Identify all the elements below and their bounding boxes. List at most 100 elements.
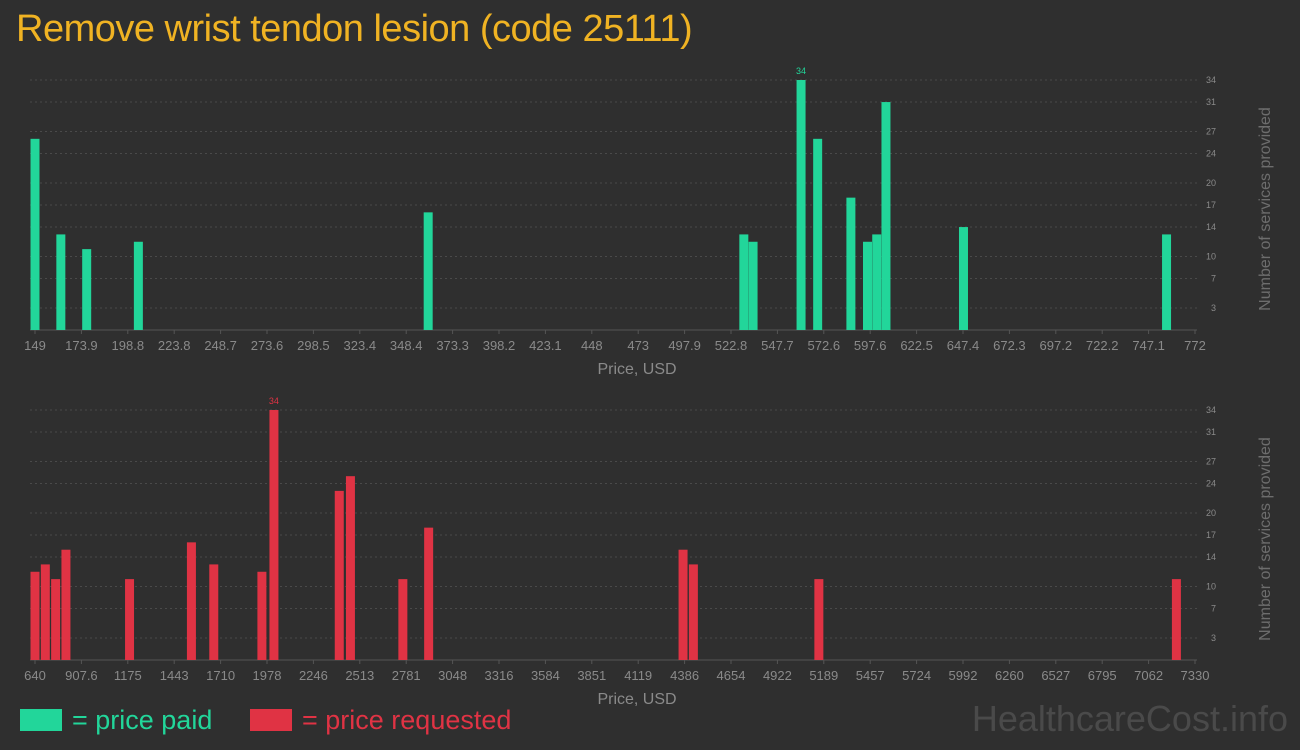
requested-bar [186,542,196,660]
requested-x-tick-label: 5992 [949,668,978,683]
paid-y-tick-label: 3 [1211,303,1216,313]
paid-y-tick-label: 17 [1206,200,1216,210]
requested-y-tick-label: 7 [1211,604,1216,614]
requested-bar [51,579,61,660]
requested-x-tick-label: 3584 [531,668,560,683]
requested-x-tick-label: 5457 [856,668,885,683]
legend-requested: = price requested [250,703,511,737]
requested-x-tick-label: 4386 [670,668,699,683]
paid-x-tick-label: 398.2 [483,338,516,353]
legend-swatch-requested [250,709,292,731]
requested-x-tick-label: 2781 [392,668,421,683]
paid-bar [56,234,66,330]
paid-x-tick-label: 323.4 [344,338,377,353]
paid-y-tick-label: 34 [1206,75,1216,85]
paid-x-tick-label: 772 [1184,338,1206,353]
requested-x-tick-label: 4922 [763,668,792,683]
paid-bar [863,241,873,330]
requested-bar [398,579,408,660]
requested-x-tick-label: 5724 [902,668,931,683]
requested-bar [424,527,434,660]
paid-x-tick-label: 647.4 [947,338,980,353]
paid-x-tick-label: 697.2 [1040,338,1073,353]
paid-bar [82,249,92,330]
paid-bar [1162,234,1172,330]
price-paid-chart: 3 7 10 14 17 20 24 27 31 34 149 173.9 198.8 223.8 248.… [24,66,1274,378]
paid-y-tick-label: 31 [1206,97,1216,107]
paid-x-tick-label: 722.2 [1086,338,1119,353]
paid-bar [958,227,968,330]
requested-max-value-label: 34 [269,396,279,406]
paid-bar [748,241,758,330]
paid-x-tick-label: 597.6 [854,338,887,353]
requested-x-tick-label: 3048 [438,668,467,683]
requested-x-tick-label: 1175 [114,668,142,683]
requested-x-tick-label: 5189 [809,668,838,683]
paid-x-tick-label: 473 [627,338,649,353]
watermark[interactable]: HealthcareCost.info [971,698,1288,739]
paid-y-tick-label: 24 [1206,149,1216,159]
requested-x-tick-label: 4654 [717,668,746,683]
paid-y-tick-label: 20 [1206,178,1216,188]
requested-x-tick-label: 2513 [345,668,374,683]
paid-x-tick-label: 672.3 [993,338,1026,353]
requested-bar [257,571,267,660]
paid-bar [739,234,749,330]
requested-y-axis-label: Number of services provided [1257,437,1274,641]
requested-x-tick-label: 3851 [577,668,606,683]
requested-x-tick-label: 1978 [253,668,282,683]
paid-x-tick-label: 348.4 [390,338,423,353]
paid-x-tick-label: 273.6 [251,338,284,353]
paid-x-tick-label: 198.8 [112,338,145,353]
paid-y-tick-label: 10 [1206,251,1216,261]
requested-x-tick-label: 4119 [624,668,652,683]
paid-bar [872,234,882,330]
requested-x-tick-label: 3316 [485,668,514,683]
requested-x-tick-label: 6260 [995,668,1024,683]
legend-swatch-paid [20,709,62,731]
requested-x-axis-label: Price, USD [597,691,676,708]
requested-y-tick-label: 24 [1206,479,1216,489]
requested-x-tick-label: 6527 [1041,668,1070,683]
requested-y-tick-label: 34 [1206,405,1216,415]
paid-x-axis-label: Price, USD [597,361,676,378]
requested-x-tick-label: 1443 [160,668,189,683]
requested-bar [125,579,135,660]
requested-bar [334,490,344,660]
page-title: Remove wrist tendon lesion (code 25111) [16,8,693,50]
paid-bar [30,138,40,330]
requested-bar [40,564,50,660]
requested-bar [345,476,355,660]
legend-label-paid: = price paid [72,704,213,735]
requested-x-tick-label: 1710 [206,668,235,683]
requested-bar [688,564,698,660]
requested-y-tick-label: 20 [1206,508,1216,518]
paid-x-tick-label: 547.7 [761,338,794,353]
paid-max-value-label: 34 [796,66,806,76]
paid-bar [796,80,806,330]
paid-x-tick-label: 223.8 [158,338,191,353]
requested-y-tick-label: 27 [1206,456,1216,466]
price-requested-chart: 3 7 10 14 17 20 24 27 31 34 640 907.6 1175 1443 1710 19… [24,396,1274,708]
requested-y-tick-label: 3 [1211,633,1216,643]
legend-label-requested: = price requested [302,704,512,735]
requested-bar [814,579,824,660]
paid-bar [846,197,856,330]
requested-y-tick-label: 14 [1206,552,1216,562]
requested-x-tick-label: 6795 [1088,668,1117,683]
requested-x-tick-label: 7330 [1181,668,1210,683]
requested-x-tick-label: 2246 [299,668,328,683]
paid-x-tick-label: 149 [24,338,46,353]
paid-bar [813,138,823,330]
requested-y-tick-label: 31 [1206,427,1216,437]
paid-bar [881,102,891,330]
paid-x-tick-label: 423.1 [529,338,562,353]
legend-paid: = price paid [20,703,212,737]
paid-x-tick-label: 298.5 [297,338,330,353]
paid-x-tick-label: 622.5 [900,338,933,353]
paid-x-tick-label: 747.1 [1132,338,1165,353]
requested-bar [30,571,40,660]
paid-x-tick-label: 572.6 [808,338,841,353]
paid-y-tick-label: 27 [1206,126,1216,136]
paid-x-tick-label: 373.3 [436,338,469,353]
